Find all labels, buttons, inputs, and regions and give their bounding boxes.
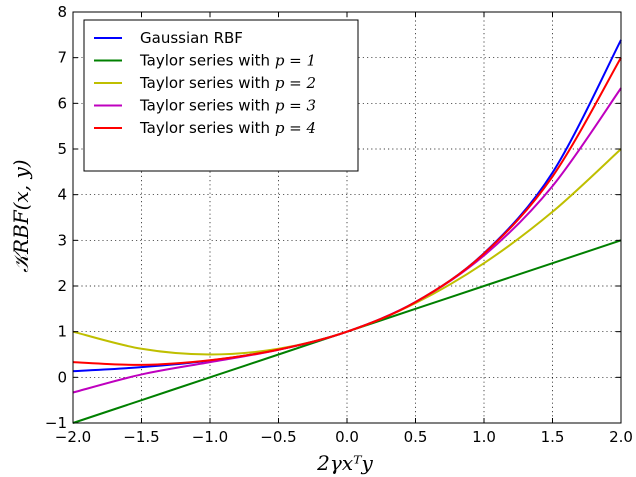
- x-tick-label: −2.0: [55, 428, 91, 446]
- x-tick-label: −0.5: [260, 428, 296, 446]
- y-tick-label: 1: [57, 323, 67, 341]
- legend-label: Taylor series with p = 3: [139, 97, 316, 115]
- y-tick-label: 5: [57, 140, 67, 158]
- x-tick-label: −1.0: [192, 428, 228, 446]
- x-tick-label: 1.5: [541, 428, 565, 446]
- y-tick-label: 0: [57, 368, 67, 386]
- y-tick-label: −1: [45, 414, 67, 432]
- x-tick-label: 1.0: [472, 428, 496, 446]
- y-tick-label: 6: [57, 94, 67, 112]
- legend-label-math: p = 4: [275, 119, 316, 137]
- legend-label-math: p = 1: [275, 52, 316, 70]
- ticks: −2.0 −1.5 −1.0 −0.5 0.0 0.5 1.0 1.5 2.0 −1 0 1 2 3 4 5 6…: [45, 3, 633, 446]
- y-tick-label: 4: [57, 186, 67, 204]
- legend-label-math: p = 3: [275, 97, 316, 115]
- legend-label: Taylor series with p = 1: [139, 52, 316, 70]
- y-axis-label: 𝒦RBF(x, y): [9, 159, 33, 272]
- y-tick-label: 8: [57, 3, 67, 21]
- x-tick-label: 0.0: [335, 428, 359, 446]
- y-tick-label: 2: [57, 277, 67, 295]
- y-tick-label: 3: [57, 231, 67, 249]
- legend-box: [83, 19, 359, 172]
- series-lines: [72, 39, 622, 424]
- x-axis-label: 2γxᵀy: [316, 451, 373, 475]
- x-tick-label: 2.0: [609, 428, 633, 446]
- legend-label-math: p = 2: [275, 74, 316, 92]
- x-tick-label: −1.5: [123, 428, 159, 446]
- legend-label: Gaussian RBF: [140, 29, 243, 47]
- y-tick-label: 7: [57, 49, 67, 67]
- legend-label: Taylor series with p = 4: [139, 119, 316, 137]
- legend-label: Taylor series with p = 2: [139, 74, 316, 92]
- legend: Gaussian RBF Taylor series with p = 1 Tayl…: [83, 19, 359, 172]
- x-tick-label: 0.5: [404, 428, 428, 446]
- series-line-5: [72, 57, 622, 366]
